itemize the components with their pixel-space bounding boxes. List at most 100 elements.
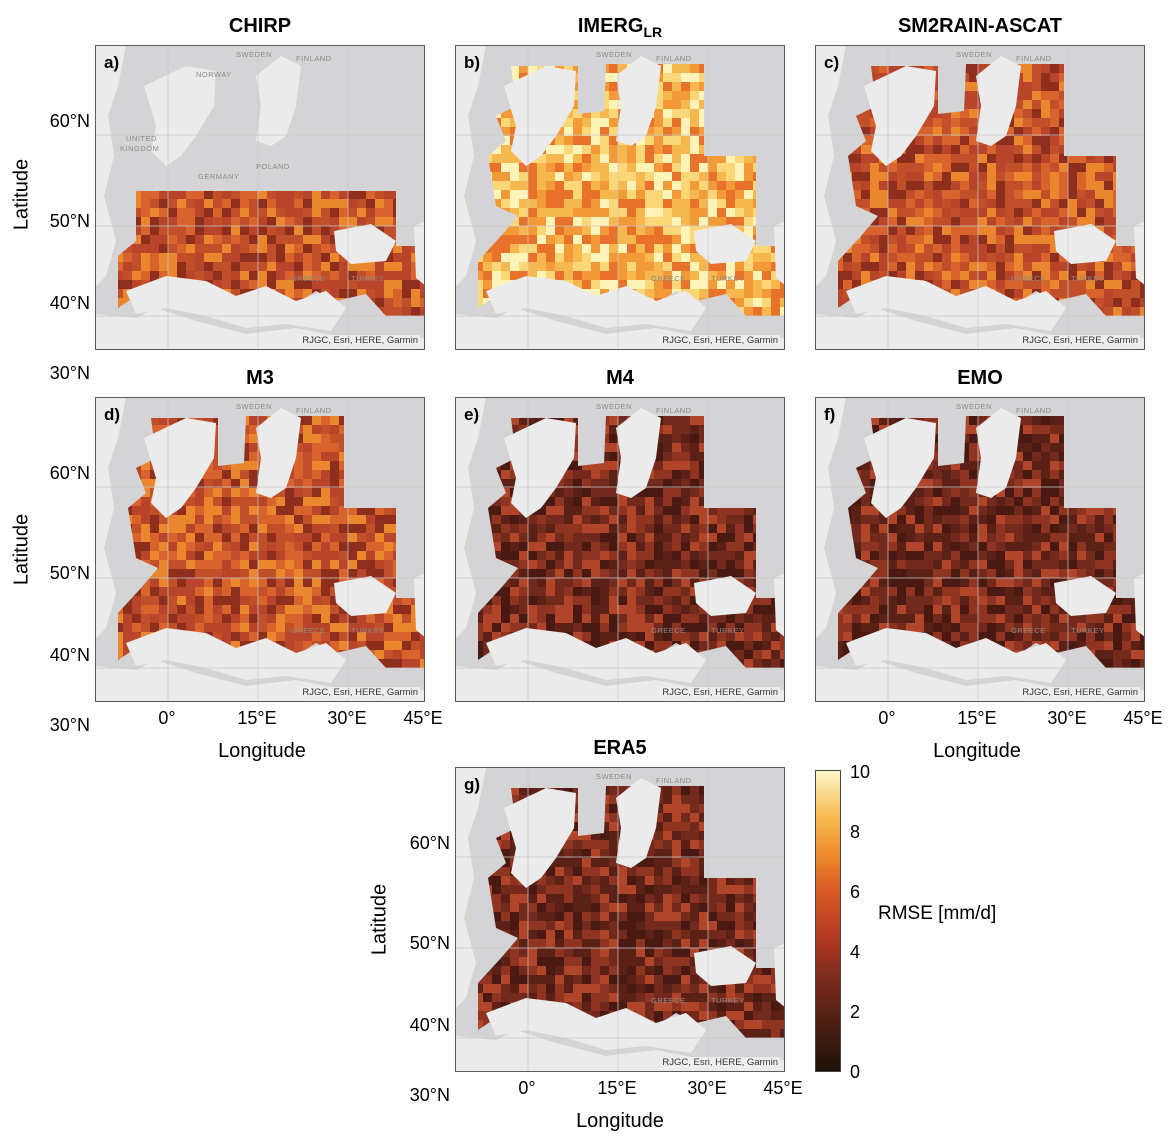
raster-cell (564, 181, 573, 190)
raster-cell (762, 298, 771, 307)
raster-cell (141, 524, 150, 533)
raster-cell (573, 73, 582, 82)
raster-cell (735, 199, 744, 208)
raster-cell (213, 244, 222, 253)
raster-cell (276, 199, 285, 208)
raster-cell (312, 587, 321, 596)
raster-cell (924, 172, 933, 181)
raster-cell (141, 497, 150, 506)
raster-cell (1041, 136, 1050, 145)
raster-cell (312, 632, 321, 641)
raster-cell (123, 632, 132, 641)
raster-cell (339, 506, 348, 515)
raster-cell (969, 136, 978, 145)
raster-cell (330, 524, 339, 533)
raster-cell (249, 244, 258, 253)
raster-cell (303, 596, 312, 605)
raster-cell (384, 191, 393, 199)
raster-cell (888, 172, 897, 181)
raster-cell (915, 226, 924, 235)
raster-cell (222, 551, 231, 560)
raster-cell (663, 109, 672, 118)
raster-cell (1023, 118, 1032, 127)
raster-cell (672, 190, 681, 199)
raster-cell (672, 64, 681, 73)
raster-cell (1014, 163, 1023, 172)
raster-cell (303, 515, 312, 524)
raster-cell (213, 497, 222, 506)
raster-cell (681, 118, 690, 127)
raster-cell (276, 488, 285, 497)
raster-cell (213, 226, 222, 235)
raster-cell (186, 253, 195, 262)
raster-cell (951, 280, 960, 289)
raster-cell (159, 191, 168, 199)
raster-cell (1104, 271, 1113, 280)
raster-cell (609, 208, 618, 217)
raster-cell (321, 605, 330, 614)
raster-cell (1023, 109, 1032, 118)
raster-cell (933, 280, 942, 289)
raster-cell (1104, 289, 1113, 298)
raster-cell (690, 100, 699, 109)
raster-cell (204, 506, 213, 515)
raster-cell (510, 271, 519, 280)
raster-cell (546, 145, 555, 154)
raster-cell (1122, 289, 1131, 298)
raster-cell (555, 262, 564, 271)
raster-cell (375, 506, 384, 515)
raster-cell (609, 190, 618, 199)
raster-cell (402, 307, 411, 316)
raster-cell (384, 605, 393, 614)
raster-cell (951, 208, 960, 217)
raster-cell (492, 190, 501, 199)
raster-cell (249, 452, 258, 461)
raster-cell (1014, 136, 1023, 145)
raster-cell (357, 515, 366, 524)
raster-cell (249, 605, 258, 614)
raster-cell (951, 262, 960, 271)
raster-cell (159, 605, 168, 614)
raster-cell (510, 172, 519, 181)
raster-cell (213, 632, 222, 641)
raster-cell (1014, 262, 1023, 271)
raster-cell (177, 262, 186, 271)
raster-cell (285, 488, 294, 497)
country-label: SWEDEN (236, 50, 272, 59)
raster-cell (519, 172, 528, 181)
raster-cell (1104, 190, 1113, 199)
raster-cell (330, 253, 339, 262)
raster-cell (330, 533, 339, 542)
raster-cell (222, 632, 231, 641)
raster-cell (321, 226, 330, 235)
raster-cell (699, 289, 708, 298)
raster-cell (609, 64, 618, 73)
raster-cell (690, 262, 699, 271)
raster-cell (366, 641, 375, 650)
raster-cell (1005, 163, 1014, 172)
raster-cell (267, 533, 276, 542)
raster-cell (870, 127, 879, 136)
raster-cell (663, 280, 672, 289)
raster-cell (141, 587, 150, 596)
raster-cell (924, 244, 933, 253)
raster-cell (978, 226, 987, 235)
raster-cell (186, 551, 195, 560)
raster-cell (501, 163, 510, 172)
raster-cell (267, 632, 276, 641)
raster-cell (735, 280, 744, 289)
raster-cell (663, 226, 672, 235)
raster-cell (672, 244, 681, 253)
raster-cell (213, 587, 222, 596)
raster-cell (168, 614, 177, 623)
raster-cell (942, 226, 951, 235)
raster-cell (879, 271, 888, 280)
raster-cell (249, 461, 258, 470)
raster-cell (258, 569, 267, 578)
raster-cell (132, 208, 141, 217)
raster-cell (285, 271, 294, 280)
raster-cell (888, 199, 897, 208)
country-label: SWEDEN (596, 50, 632, 59)
raster-cell (780, 298, 784, 307)
raster-cell (132, 515, 141, 524)
